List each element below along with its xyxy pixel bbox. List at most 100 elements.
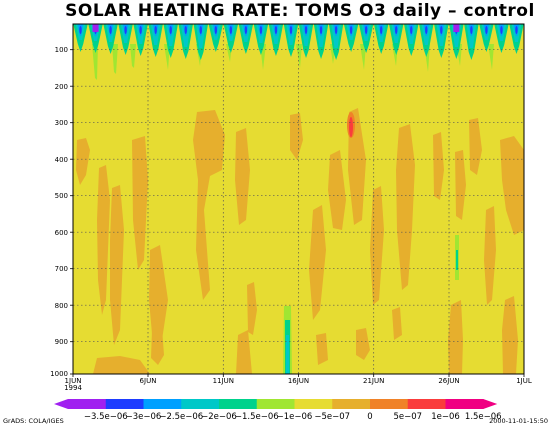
contour-patch [247, 282, 257, 335]
contour-patch [356, 328, 370, 360]
y-tick-label: 700 [55, 265, 68, 273]
red-contour [347, 112, 355, 138]
y-tick-label: 100 [55, 46, 68, 54]
x-tick-label: 26JUN [438, 377, 459, 385]
contour-patch [396, 124, 415, 290]
x-tick-label: 21JUN [363, 377, 384, 385]
pulse-core [139, 26, 142, 34]
colorbar-segment [256, 399, 295, 409]
pulse-extreme [453, 24, 460, 32]
contour-patch [235, 128, 250, 225]
pulse-core [334, 26, 338, 34]
colorbar: −3.5e−06−3e−06−2.5e−06−2e−06−1.5e−06−1e−… [54, 399, 502, 422]
pulse-core [395, 26, 398, 34]
contour-patch [236, 330, 252, 374]
colorbar-segment [68, 399, 107, 409]
pulse-core [154, 26, 157, 34]
contour-patch [500, 136, 524, 235]
y-tick-label: 600 [55, 229, 68, 237]
contour-patch [349, 117, 353, 137]
pulse-core [274, 26, 278, 34]
y-axis: 100 200 300 400 500 600 700 800 900 1000 [50, 46, 73, 378]
colorbar-label: 1e−06 [431, 412, 460, 422]
contour-patch [309, 205, 326, 320]
colorbar-label: 1.5e−06 [465, 412, 502, 422]
colorbar-segment [181, 399, 220, 409]
y-tick-label: 900 [55, 338, 68, 346]
y-tick-label: 1000 [50, 370, 68, 378]
colorbar-left-arrow [54, 399, 68, 409]
colorbar-right-arrow [483, 399, 498, 409]
contour-patch [92, 44, 98, 80]
contour-patch [455, 150, 466, 220]
contour-patch [93, 356, 150, 374]
contour-patch [360, 44, 366, 70]
plot-background [73, 24, 524, 374]
contour-patch [484, 206, 496, 305]
colorbar-label: 5e−07 [393, 412, 422, 422]
x-tick-label: 11JUN [213, 377, 234, 385]
pulse-core [515, 26, 518, 34]
pulse-core [485, 26, 488, 34]
colorbar-label: 0 [367, 412, 372, 422]
contour-patch [448, 300, 463, 374]
contour-patch [151, 328, 164, 365]
x-axis: 1JUN 1994 6JUN 11JUN 16JUN 21JUN 26JUN 1… [64, 374, 532, 392]
pulse-core [364, 26, 368, 34]
x-tick-label: 6JUN [140, 377, 157, 385]
colorbar-segment [105, 399, 144, 409]
pulse-core [109, 26, 112, 34]
colorbar-label: −3e−06 [126, 412, 162, 422]
pulse-core [319, 26, 323, 34]
contour-patch [290, 113, 303, 160]
orange-contours [76, 108, 524, 374]
pulse-core [470, 26, 473, 34]
colorbar-label: −3.5e−06 [84, 412, 128, 422]
contour-patch [433, 132, 444, 200]
colorbar-segment [370, 399, 409, 409]
pulse-core [349, 26, 353, 34]
x-tick-marks [72, 374, 525, 377]
contour-patch [502, 296, 518, 374]
contour-patch [112, 44, 118, 74]
pulse-core [184, 26, 187, 34]
contour-patch [316, 333, 328, 365]
contour-patch [469, 118, 482, 175]
y-tick-label: 300 [55, 119, 68, 127]
pulse-core [410, 26, 413, 34]
colorbar-segment [407, 399, 446, 409]
contour-patch [456, 250, 458, 270]
pulse-core [229, 26, 233, 34]
chart-title: SOLAR HEATING RATE: TOMS O3 daily – cont… [65, 1, 535, 21]
pulse-core [244, 26, 248, 34]
y-tick-marks [70, 49, 73, 375]
contour-patch [132, 136, 148, 270]
pulse-core [304, 26, 308, 34]
pulse-core [214, 26, 218, 34]
colorbar-segment [445, 399, 484, 409]
colorbar-segment [294, 399, 333, 409]
colorbar-label: −2.5e−06 [159, 412, 203, 422]
plot-area [72, 23, 525, 375]
pulse-core [124, 26, 127, 34]
pulse-core [259, 26, 263, 34]
teal-streak [285, 250, 458, 374]
contour-patch [328, 150, 346, 230]
colorbar-label: −5e−07 [314, 412, 350, 422]
contour-patch [392, 307, 402, 340]
footer-right: 2000-11-01-15:50 [489, 417, 548, 425]
pulse-core [199, 26, 202, 34]
pulse-extreme [92, 24, 99, 32]
pulse-core [440, 26, 443, 34]
contour-patch [286, 335, 289, 374]
colorbar-segment [143, 399, 182, 409]
y-tick-label: 800 [55, 302, 68, 310]
grid [73, 24, 524, 374]
x-tick-label: 1JUL [516, 377, 532, 385]
x-tick-label: 1JUN [65, 377, 82, 385]
contour-patch [76, 138, 90, 185]
contour-patch [97, 165, 110, 315]
contour-patch [149, 245, 168, 345]
pulse-core [500, 26, 503, 34]
